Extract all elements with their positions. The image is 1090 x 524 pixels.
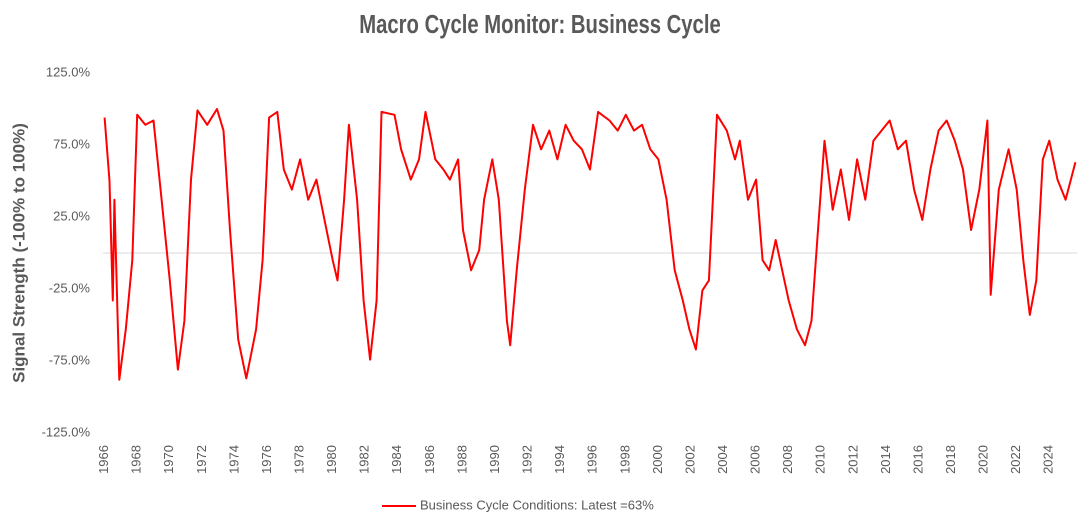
- x-tick-label: 1986: [422, 445, 437, 474]
- y-tick-label: 25.0%: [53, 208, 90, 223]
- x-tick-label: 2010: [813, 445, 828, 474]
- x-tick-label: 1982: [357, 445, 372, 474]
- x-tick-label: 1974: [226, 445, 241, 474]
- x-tick-label: 1972: [194, 445, 209, 474]
- x-tick-label: 2004: [715, 445, 730, 474]
- x-tick-label: 1994: [552, 445, 567, 474]
- x-tick-label: 1992: [520, 445, 535, 474]
- x-tick-label: 2024: [1041, 445, 1056, 474]
- x-tick-label: 1984: [389, 445, 404, 474]
- x-tick-label: 1996: [585, 445, 600, 474]
- y-tick-label: 75.0%: [53, 136, 90, 151]
- x-tick-label: 2018: [943, 445, 958, 474]
- x-tick-label: 2014: [878, 445, 893, 474]
- x-tick-label: 2008: [780, 445, 795, 474]
- y-tick-label: -75.0%: [49, 352, 91, 367]
- y-tick-label: -125.0%: [42, 424, 91, 439]
- x-tick-label: 1966: [96, 445, 111, 474]
- x-tick-label: 1968: [129, 445, 144, 474]
- x-tick-label: 2006: [748, 445, 763, 474]
- chart-title: Macro Cycle Monitor: Business Cycle: [359, 9, 721, 38]
- x-tick-label: 2020: [976, 445, 991, 474]
- x-tick-label: 2002: [682, 445, 697, 474]
- x-tick-label: 1990: [487, 445, 502, 474]
- y-tick-label: -25.0%: [49, 280, 91, 295]
- x-tick-label: 1988: [454, 445, 469, 474]
- x-tick-label: 2022: [1008, 445, 1023, 474]
- x-tick-label: 2016: [910, 445, 925, 474]
- series-line: [103, 108, 1077, 381]
- x-tick-label: 1978: [292, 445, 307, 474]
- y-axis-title: Signal Strength (-100% to 100%): [9, 123, 28, 383]
- legend-label: Business Cycle Conditions: Latest =63%: [420, 497, 654, 512]
- x-tick-label: 1976: [259, 445, 274, 474]
- x-tick-label: 1998: [617, 445, 632, 474]
- x-tick-label: 2012: [845, 445, 860, 474]
- x-tick-label: 2000: [650, 445, 665, 474]
- y-tick-label: 125.0%: [46, 64, 91, 79]
- x-tick-label: 1980: [324, 445, 339, 474]
- x-tick-label: 1970: [161, 445, 176, 474]
